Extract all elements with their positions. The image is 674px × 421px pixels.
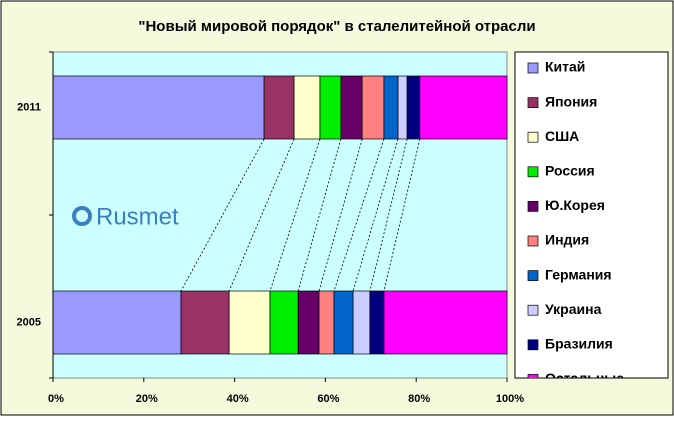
bar-segment [333,290,354,355]
logo-text: Rusmet [96,203,179,230]
x-tick-label: 100% [496,393,524,405]
legend-label: Остальные [545,370,624,386]
legend-label: Индия [545,232,589,248]
legend-label: Ю.Корея [545,197,605,213]
connector [352,138,399,292]
bar-segment [293,75,321,140]
bar-segment [319,75,342,140]
bar-segment [369,290,385,355]
connector [228,138,295,292]
bar-segment [352,290,371,355]
legend-label: Россия [545,163,595,179]
legend [514,51,669,379]
legend-swatch [527,339,539,351]
x-tick-label: 80% [408,393,430,405]
legend-swatch [527,201,539,212]
legend-label: Китай [545,59,585,75]
bar-segment [383,290,508,355]
x-tick-label: 40% [227,393,249,405]
connector [269,138,321,292]
legend-swatch [527,304,539,316]
bar-segment [361,75,385,140]
bar-segment [263,75,295,140]
bar-segment [318,290,335,355]
connector [180,138,265,292]
legend-swatch [527,97,539,108]
bar-segment [383,75,399,140]
legend-label: США [545,128,579,144]
legend-swatch [527,235,539,247]
legend-label: Германия [545,266,612,282]
logo-icon [72,206,92,226]
bar-segment [52,290,182,355]
bar-segment [52,75,265,140]
legend-swatch [527,270,539,281]
logo: Rusmet [72,203,179,230]
bar-segment [269,290,299,355]
bar-segment [406,75,421,140]
legend-swatch [527,131,539,143]
chart-title: "Новый мировой порядок" в сталелитейной … [138,18,535,35]
legend-items: Китай Япония США Россия Ю.Корея Индия Германия… [527,59,624,386]
bar-segment [297,290,320,355]
legend-swatch [527,166,539,178]
bar-segment [419,75,508,140]
y-tick-label: 2005 [17,316,41,328]
legend-swatch [527,374,539,378]
legend-label: Япония [545,93,597,109]
connector [333,138,385,292]
bar-segment [397,75,408,140]
legend-label: Украина [545,301,602,317]
x-tick-label: 0% [48,393,64,405]
bar-segment [340,75,363,140]
y-tick-label: 2011 [17,101,41,113]
bar-segment [228,290,271,355]
legend-label: Бразилия [545,336,613,352]
legend-swatch [527,62,539,74]
x-tick-label: 20% [136,393,158,405]
bar-segment [180,290,230,355]
x-tick-label: 60% [317,393,339,405]
